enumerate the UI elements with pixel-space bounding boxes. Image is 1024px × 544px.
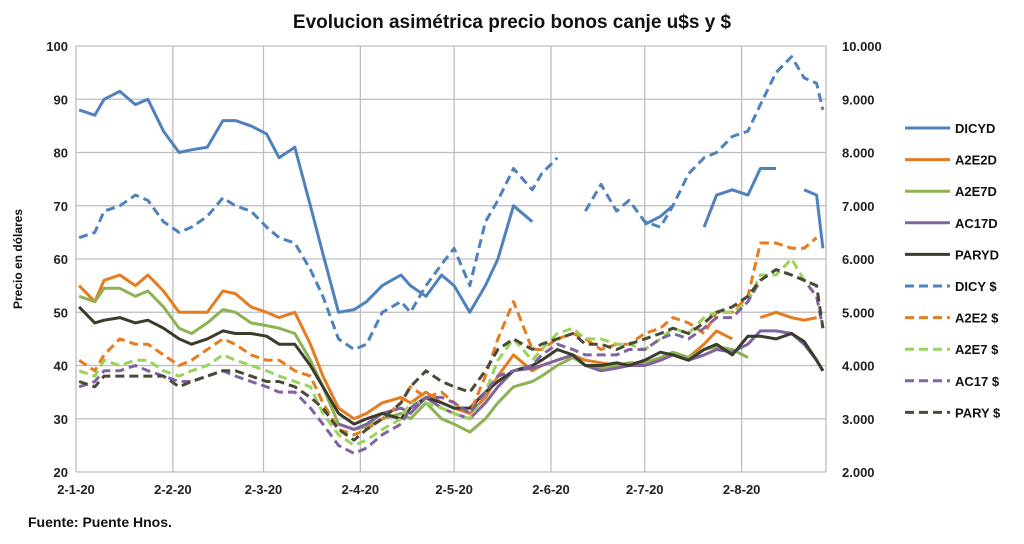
y2-tick-label: 3.000 bbox=[842, 412, 875, 427]
legend: DICYD A2E2D A2E7D AC17D PARYD DICY $ A2E2 $ A2E… bbox=[905, 121, 1001, 420]
legend-label: DICY $ bbox=[955, 279, 997, 294]
y-axis-left: 20 30 40 50 60 70 80 90 100 bbox=[46, 39, 68, 480]
y2-tick-label: 7.000 bbox=[842, 199, 875, 214]
legend-label: PARYD bbox=[955, 247, 999, 262]
x-tick-label: 2-1-20 bbox=[57, 482, 95, 497]
y-axis-title: Precio en dólares bbox=[11, 209, 25, 309]
y-tick-label: 100 bbox=[46, 39, 68, 54]
y-tick-label: 30 bbox=[54, 412, 68, 427]
legend-label: AC17 $ bbox=[955, 374, 1000, 389]
legend-label: A2E7 $ bbox=[955, 342, 999, 357]
y2-tick-label: 8.000 bbox=[842, 146, 875, 161]
legend-label: AC17D bbox=[955, 216, 998, 231]
y-tick-label: 90 bbox=[54, 92, 68, 107]
y2-tick-label: 10.000 bbox=[842, 39, 882, 54]
y2-tick-label: 6.000 bbox=[842, 252, 875, 267]
chart-title: Evolucion asimétrica precio bonos canje … bbox=[293, 12, 732, 33]
y-tick-label: 20 bbox=[54, 465, 68, 480]
legend-label: PARY $ bbox=[955, 405, 1001, 420]
y-tick-label: 40 bbox=[54, 359, 68, 374]
x-tick-label: 2-4-20 bbox=[342, 482, 380, 497]
series-line-ac17 bbox=[78, 268, 825, 455]
y-axis-right: 2.000 3.000 4.000 5.000 6.000 7.000 8.000 9.000… bbox=[842, 39, 882, 480]
y-tick-label: 50 bbox=[54, 305, 68, 320]
x-tick-label: 2-7-20 bbox=[626, 482, 664, 497]
x-tick-label: 2-2-20 bbox=[154, 482, 192, 497]
legend-label: DICYD bbox=[955, 121, 995, 136]
y-tick-label: 70 bbox=[54, 199, 68, 214]
y-tick-label: 80 bbox=[54, 146, 68, 161]
y2-tick-label: 2.000 bbox=[842, 465, 875, 480]
series-line-dicyd bbox=[78, 89, 825, 314]
x-tick-label: 2-5-20 bbox=[435, 482, 473, 497]
series-line-paryd bbox=[78, 305, 825, 426]
x-axis: 2-1-20 2-2-20 2-3-20 2-4-20 2-5-20 2-6-20 2-7-… bbox=[57, 482, 760, 497]
legend-label: A2E7D bbox=[955, 184, 997, 199]
x-tick-label: 2-6-20 bbox=[532, 482, 570, 497]
series-line-dicy bbox=[78, 55, 825, 351]
y2-tick-label: 5.000 bbox=[842, 305, 875, 320]
y2-tick-label: 4.000 bbox=[842, 359, 875, 374]
legend-label: A2E2D bbox=[955, 153, 997, 168]
series-line-ac17d bbox=[338, 329, 825, 431]
source-note: Fuente: Puente Hnos. bbox=[28, 514, 172, 530]
legend-label: A2E2 $ bbox=[955, 311, 999, 326]
y-tick-label: 60 bbox=[54, 252, 68, 267]
series-line-pary bbox=[78, 268, 825, 442]
x-tick-label: 2-8-20 bbox=[723, 482, 761, 497]
series-line-a2e2 bbox=[78, 236, 818, 437]
y2-tick-label: 9.000 bbox=[842, 92, 875, 107]
x-tick-label: 2-3-20 bbox=[245, 482, 283, 497]
series-line-a2e7 bbox=[78, 257, 818, 447]
series-lines bbox=[78, 55, 825, 455]
